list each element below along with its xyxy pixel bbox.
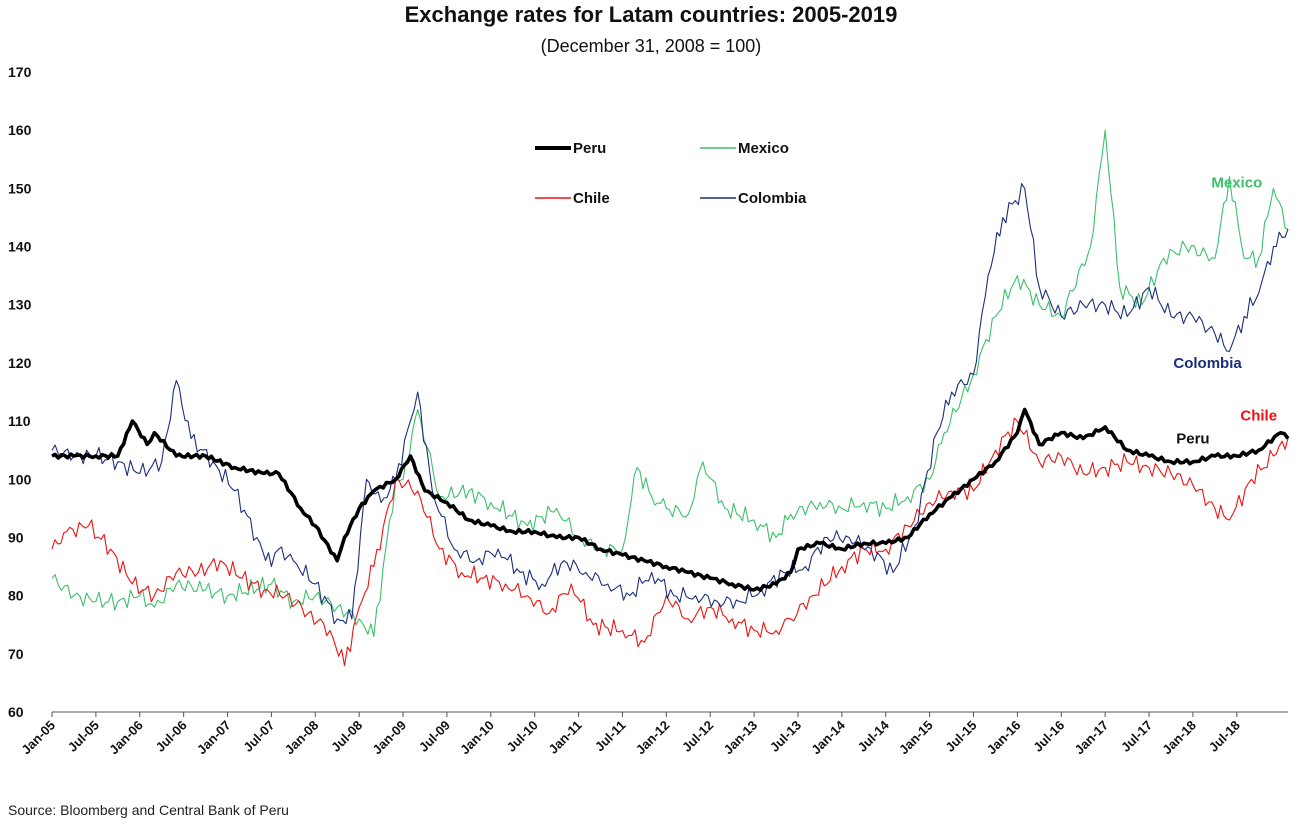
y-tick-label: 130 [8, 297, 32, 313]
x-tick-label: Jul-08 [328, 718, 365, 755]
x-tick-label: Jan-12 [633, 718, 673, 758]
x-tick-label: Jul-09 [416, 718, 453, 755]
legend-label-mexico: Mexico [738, 140, 789, 157]
chart-subtitle: (December 31, 2008 = 100) [540, 36, 762, 56]
y-tick-label: 150 [8, 180, 32, 196]
annotations: Mexico Colombia Chile Peru [1173, 175, 1277, 448]
x-tick-label: Jul-05 [65, 718, 102, 755]
x-tick-label: Jul-14 [855, 717, 893, 755]
x-tick-label: Jan-09 [369, 718, 409, 758]
legend-label-peru: Peru [573, 140, 606, 157]
y-axis: 60 70 80 90 100 110 120 130 140 150 160 170 [8, 64, 32, 720]
series-line-peru [51, 407, 1290, 592]
x-tick-label: Jul-16 [1030, 718, 1067, 755]
annotation-chile: Chile [1240, 407, 1277, 424]
series-line-chile [51, 417, 1289, 667]
legend-label-chile: Chile [573, 190, 610, 207]
x-tick-label: Jul-12 [679, 718, 716, 755]
annotation-colombia: Colombia [1173, 355, 1242, 372]
x-tick-label: Jan-13 [720, 718, 760, 758]
y-tick-label: 110 [8, 413, 31, 429]
x-tick-label: Jan-14 [808, 717, 848, 757]
x-tick-label: Jul-07 [240, 718, 277, 755]
x-tick-label: Jan-17 [1072, 718, 1112, 758]
y-tick-label: 120 [8, 355, 32, 371]
x-tick-label: Jan-08 [282, 718, 322, 758]
x-tick-label: Jan-16 [984, 718, 1024, 758]
y-tick-label: 100 [8, 471, 32, 487]
y-tick-label: 160 [8, 122, 32, 138]
legend-label-colombia: Colombia [738, 190, 807, 207]
y-tick-label: 70 [8, 646, 24, 662]
chart-title: Exchange rates for Latam countries: 2005… [404, 2, 898, 27]
x-tick-label: Jan-10 [457, 718, 497, 758]
x-tick-label: Jan-11 [545, 718, 584, 757]
series-lines [51, 129, 1290, 667]
y-tick-label: 60 [8, 704, 24, 720]
series-line-mexico [51, 129, 1289, 637]
annotation-mexico: Mexico [1211, 175, 1262, 192]
y-tick-label: 80 [8, 588, 24, 604]
y-tick-label: 90 [8, 529, 24, 545]
x-tick-label: Jul-17 [1118, 718, 1155, 755]
x-tick-label: Jul-11 [592, 718, 629, 755]
annotation-peru: Peru [1176, 431, 1209, 448]
x-tick-label: Jan-05 [18, 718, 58, 758]
x-tick-label: Jan-06 [106, 718, 146, 758]
series-line-colombia [51, 183, 1289, 625]
x-tick-label: Jan-07 [194, 718, 234, 758]
x-axis: Jan-05 Jul-05 Jan-06 Jul-06 Jan-07 Jul-07 Jan-… [18, 711, 1288, 758]
x-tick-label: Jul-18 [1206, 718, 1243, 755]
legend: Peru Mexico Chile Colombia [535, 140, 807, 207]
chart-source: Source: Bloomberg and Central Bank of Pe… [8, 802, 289, 818]
x-tick-label: Jul-06 [153, 718, 190, 755]
x-tick-label: Jul-10 [504, 718, 541, 755]
y-tick-label: 170 [8, 64, 32, 80]
x-tick-label: Jan-15 [896, 718, 936, 758]
x-tick-label: Jan-18 [1159, 718, 1199, 758]
x-tick-label: Jul-13 [767, 718, 804, 755]
x-tick-label: Jul-15 [942, 718, 979, 755]
y-tick-label: 140 [8, 239, 32, 255]
